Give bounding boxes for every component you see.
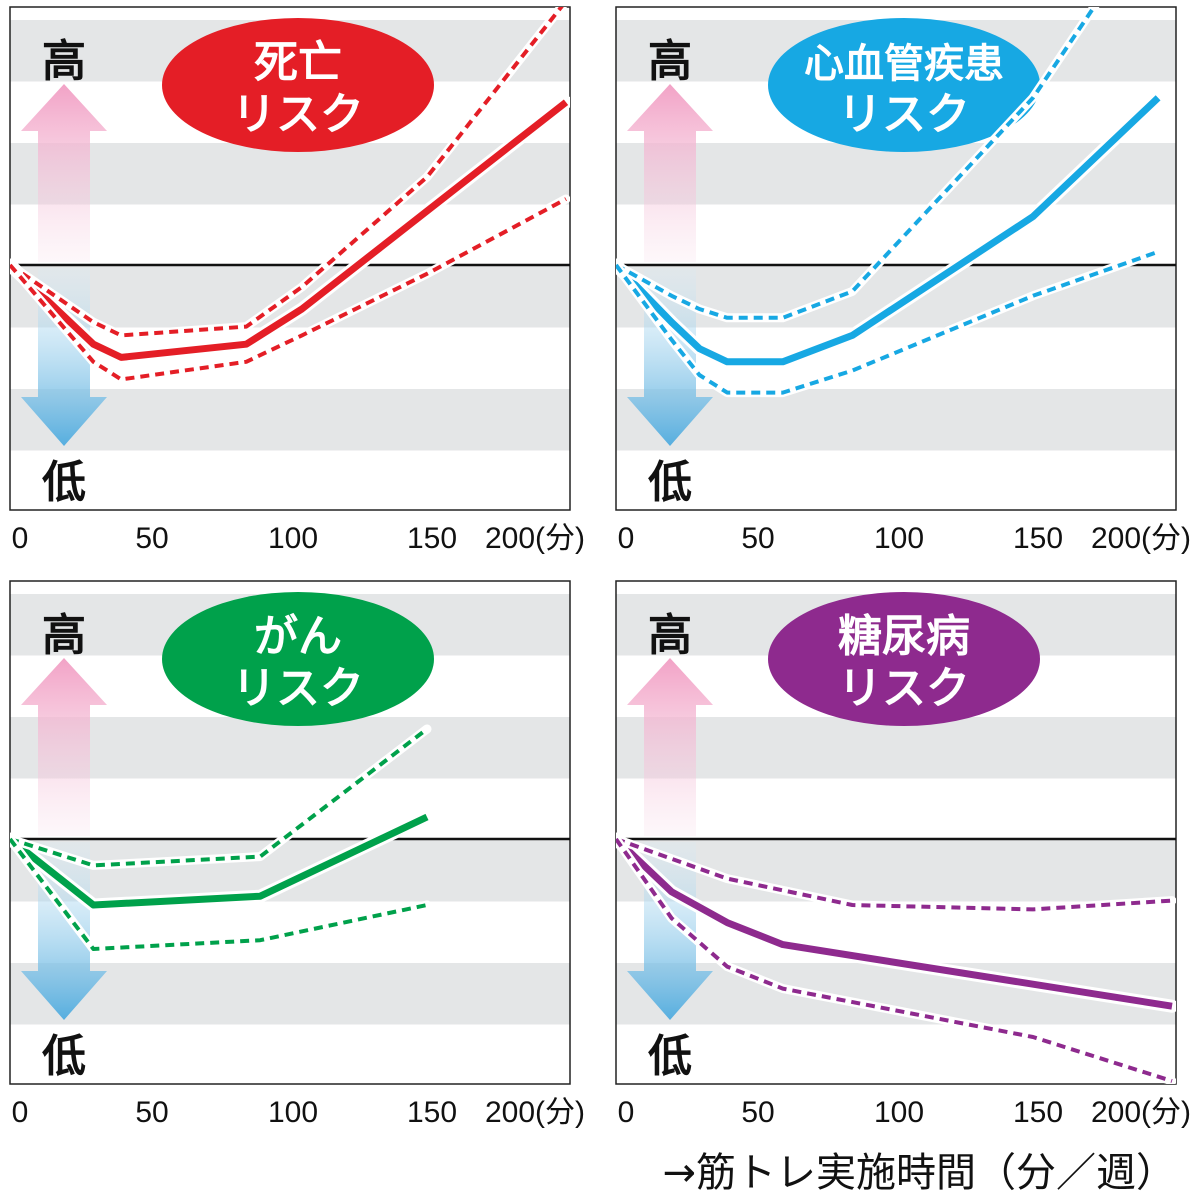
series-estimate-line <box>10 99 569 361</box>
background-band <box>10 717 570 779</box>
series-lower-bound-line <box>10 837 428 951</box>
badge-subtitle: リスク <box>838 89 970 140</box>
badge-title: 心血管疾患 <box>804 41 1004 87</box>
high-label: 高 <box>648 610 692 661</box>
low-label: 低 <box>648 457 692 508</box>
x-tick-label: 100 <box>874 522 924 555</box>
badge-subtitle: リスク <box>232 663 364 714</box>
x-tick-label: 200(分) <box>1091 1096 1190 1129</box>
x-axis-caption: →筋トレ実施時間（分／週） <box>662 1150 1176 1196</box>
series-group <box>616 7 1165 398</box>
x-tick-label: 150 <box>1013 1096 1063 1129</box>
series-upper-bound-line <box>10 727 429 868</box>
x-tick-label: 100 <box>268 1096 318 1129</box>
up-arrow-icon <box>627 84 713 262</box>
series-group <box>616 832 1176 1084</box>
x-tick-label: 150 <box>407 522 457 555</box>
low-label: 低 <box>42 1031 86 1082</box>
series-upper-bound-line <box>616 7 1097 320</box>
x-tick-label: 0 <box>618 1096 635 1129</box>
series-lower-bound-line <box>616 249 1159 395</box>
panel-cancer-risk: 高低 がん リスク 0 50 100 150 200(分) <box>0 574 590 1149</box>
low-label: 低 <box>42 457 86 508</box>
series-upper-bound-line <box>616 837 1173 912</box>
plot-frame <box>9 580 571 1085</box>
badge-title: がん <box>254 611 342 662</box>
risk-badge <box>162 592 434 726</box>
risk-badge <box>162 18 434 152</box>
background-band <box>10 143 570 205</box>
high-label: 高 <box>648 36 692 87</box>
series-group <box>10 724 434 954</box>
x-tick-label: 0 <box>618 522 635 555</box>
background-band <box>616 717 1176 779</box>
x-tick-label: 50 <box>135 1096 168 1129</box>
x-tick-label: 100 <box>874 1096 924 1129</box>
background-band <box>10 840 570 902</box>
risk-badge <box>768 18 1040 152</box>
high-label: 高 <box>42 610 86 661</box>
x-tick-label: 0 <box>12 522 29 555</box>
high-label: 高 <box>42 36 86 87</box>
x-tick-label: 100 <box>268 522 318 555</box>
badge-subtitle: リスク <box>838 663 970 714</box>
x-tick-label: 150 <box>407 1096 457 1129</box>
low-label: 低 <box>648 1031 692 1082</box>
x-tick-label: 200(分) <box>1091 522 1190 555</box>
series-group <box>10 7 570 384</box>
x-tick-label: 200(分) <box>485 522 585 555</box>
up-arrow-icon <box>21 658 107 836</box>
badge-title: 糖尿病 <box>838 611 970 662</box>
panel-cardiovascular-risk: 高低 心血管疾患 リスク 0 50 100 150 200(分) <box>606 0 1190 575</box>
x-tick-label: 0 <box>12 1096 29 1129</box>
risk-badge <box>768 592 1040 726</box>
x-tick-label: 50 <box>741 1096 774 1129</box>
x-tick-label: 50 <box>741 522 774 555</box>
x-tick-label: 150 <box>1013 522 1063 555</box>
up-arrow-icon <box>21 84 107 262</box>
plot-frame <box>9 6 571 511</box>
series-estimate-line <box>616 836 1173 1010</box>
badge-title: 死亡 <box>254 37 342 88</box>
series-upper-bound-line <box>10 7 564 338</box>
series-lower-bound-line <box>616 837 1173 1083</box>
plot-frame <box>615 580 1177 1085</box>
panel-mortality-risk: 高低 死亡 リスク 0 50 100 150 200(分) <box>0 0 590 575</box>
plot-frame <box>615 6 1177 511</box>
up-arrow-icon <box>627 658 713 836</box>
panel-diabetes-risk: 高低 糖尿病 リスク 0 50 100 150 200(分) <box>606 574 1190 1149</box>
series-estimate-line <box>10 813 429 909</box>
series-estimate-line <box>616 95 1161 366</box>
x-tick-label: 50 <box>135 522 168 555</box>
series-lower-bound-line <box>10 197 567 382</box>
badge-subtitle: リスク <box>232 89 364 140</box>
x-tick-label: 200(分) <box>485 1096 585 1129</box>
